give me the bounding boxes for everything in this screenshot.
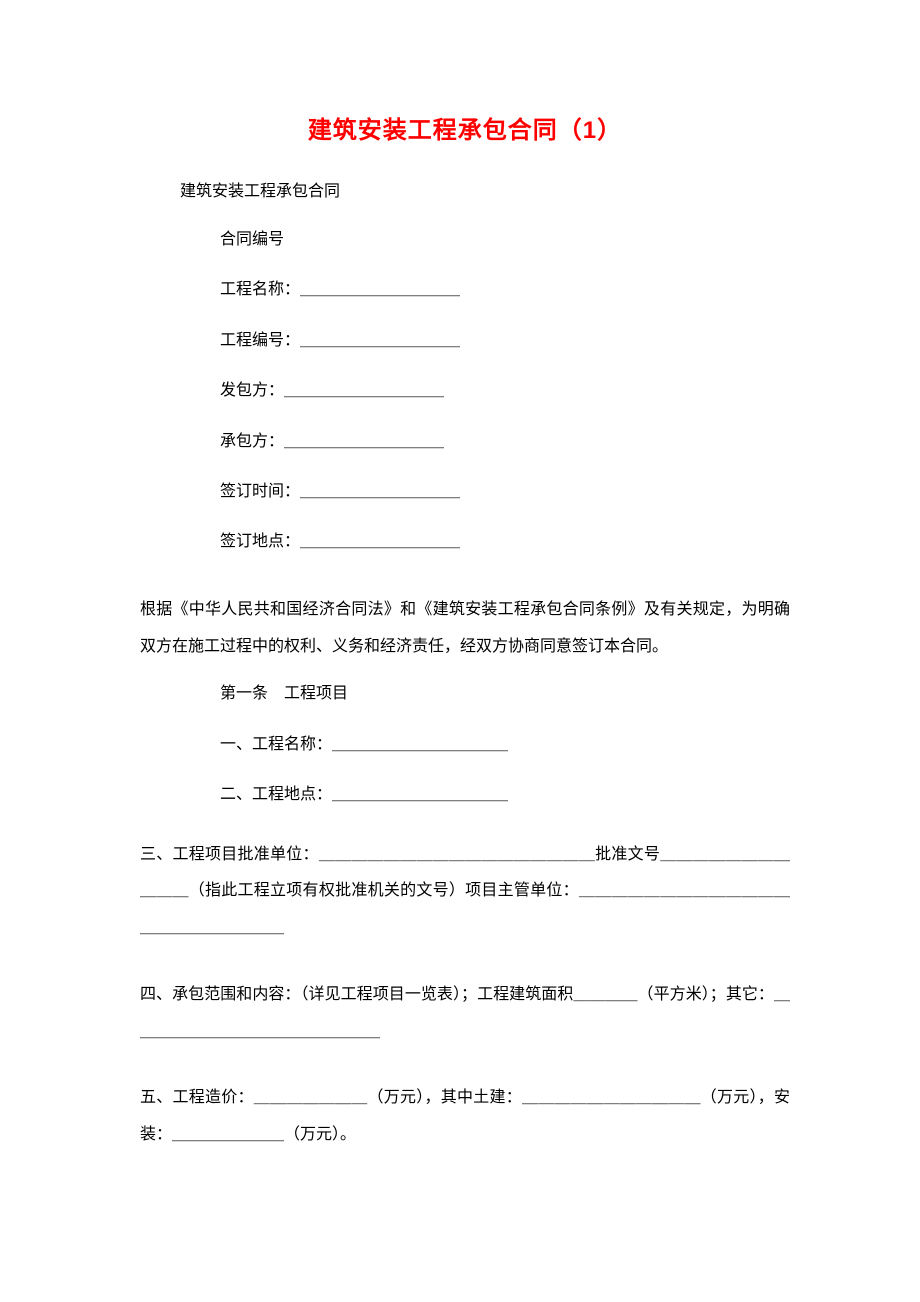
sign-place-field: 签订地点：＿＿＿＿＿＿＿＿＿＿	[220, 531, 790, 553]
project-number-field: 工程编号：＿＿＿＿＿＿＿＿＿＿	[220, 330, 790, 352]
clause-item-5: 五、工程造价：＿＿＿＿＿＿＿（万元），其中土建：＿＿＿＿＿＿＿＿＿＿＿（万元），…	[140, 1080, 790, 1154]
contractor-field: 承包方：＿＿＿＿＿＿＿＿＿＿	[220, 431, 790, 453]
client-field: 发包方：＿＿＿＿＿＿＿＿＿＿	[220, 380, 790, 402]
article-1-heading: 第一条 工程项目	[220, 683, 790, 705]
clause-item-4: 四、承包范围和内容：（详见工程项目一览表）；工程建筑面积＿＿＿＿（平方米）；其它…	[140, 977, 790, 1051]
article-1-item-2: 二、工程地点：＿＿＿＿＿＿＿＿＿＿＿	[220, 784, 790, 806]
sign-time-field: 签订时间：＿＿＿＿＿＿＿＿＿＿	[220, 481, 790, 503]
document-subtitle: 建筑安装工程承包合同	[180, 177, 790, 201]
clause-item-3: 三、工程项目批准单位：＿＿＿＿＿＿＿＿＿＿＿＿＿＿＿＿＿批准文号＿＿＿＿＿＿＿＿…	[140, 837, 790, 947]
article-1-item-1: 一、工程名称：＿＿＿＿＿＿＿＿＿＿＿	[220, 734, 790, 756]
document-page: 建筑安装工程承包合同（1） 建筑安装工程承包合同 合同编号 工程名称：＿＿＿＿＿…	[0, 0, 920, 1244]
project-name-field: 工程名称：＿＿＿＿＿＿＿＿＿＿	[220, 279, 790, 301]
document-title: 建筑安装工程承包合同（1）	[140, 110, 790, 145]
article-1-block: 第一条 工程项目 一、工程名称：＿＿＿＿＿＿＿＿＿＿＿ 二、工程地点：＿＿＿＿＿…	[220, 683, 790, 806]
header-fields-block: 合同编号 工程名称：＿＿＿＿＿＿＿＿＿＿ 工程编号：＿＿＿＿＿＿＿＿＿＿ 发包方…	[220, 229, 790, 554]
contract-number-label: 合同编号	[220, 229, 790, 251]
preamble-paragraph: 根据《中华人民共和国经济合同法》和《建筑安装工程承包合同条例》及有关规定，为明确…	[140, 592, 790, 666]
